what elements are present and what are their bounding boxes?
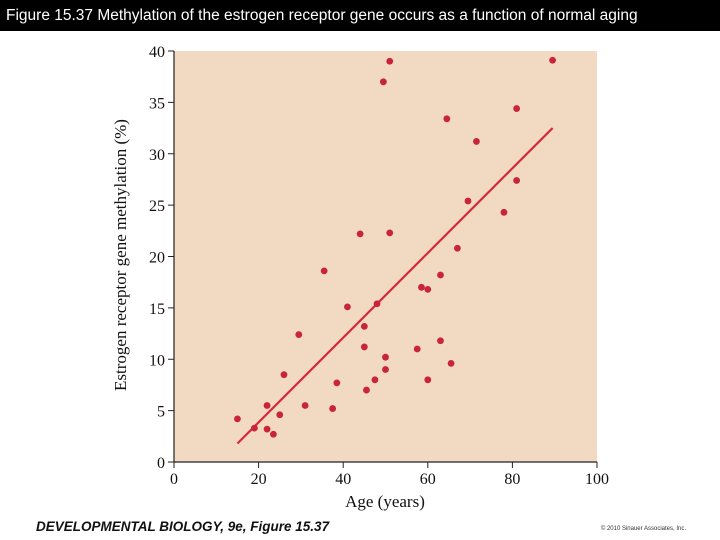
data-point bbox=[418, 283, 425, 291]
data-point bbox=[473, 138, 480, 145]
y-tick-label: 25 bbox=[149, 198, 165, 215]
figure-title: Figure 15.37 Methylation of the estrogen… bbox=[0, 0, 720, 31]
data-point bbox=[320, 267, 328, 275]
data-point bbox=[363, 386, 370, 394]
data-point bbox=[270, 430, 277, 438]
x-tick-label: 100 bbox=[585, 471, 609, 488]
data-point bbox=[280, 371, 288, 379]
y-tick-label: 0 bbox=[157, 455, 165, 472]
data-point bbox=[360, 343, 368, 351]
data-point bbox=[386, 229, 394, 237]
data-point bbox=[329, 405, 337, 412]
data-point bbox=[464, 197, 472, 205]
data-point bbox=[379, 78, 387, 86]
y-tick-label: 15 bbox=[149, 301, 165, 318]
x-tick-label: 60 bbox=[420, 471, 436, 488]
data-point bbox=[447, 359, 455, 367]
book-credit: DEVELOPMENTAL BIOLOGY, 9e, Figure 15.37 bbox=[36, 519, 330, 534]
data-point bbox=[437, 337, 444, 345]
data-point bbox=[250, 424, 258, 432]
data-point bbox=[513, 177, 521, 184]
x-axis-label: Age (years) bbox=[345, 492, 425, 511]
data-point bbox=[382, 353, 389, 361]
data-point bbox=[263, 402, 271, 409]
regression-line bbox=[236, 127, 554, 445]
x-tick-label: 20 bbox=[251, 471, 267, 488]
data-point bbox=[344, 303, 351, 311]
data-point bbox=[295, 331, 303, 338]
data-point bbox=[437, 271, 444, 279]
scatter-chart: 0 5 10 15 20 25 30 35 40 0 20 40 60 80 100 Age (years)… bbox=[111, 44, 609, 511]
y-tick-label: 5 bbox=[157, 404, 165, 421]
data-point bbox=[276, 411, 284, 419]
data-point bbox=[263, 425, 271, 433]
data-point bbox=[424, 285, 432, 293]
copyright-notice: © 2010 Sinauer Associates, Inc. bbox=[600, 526, 686, 532]
data-point bbox=[301, 402, 309, 409]
data-point bbox=[333, 379, 341, 387]
data-point bbox=[373, 300, 381, 308]
x-tick-label: 0 bbox=[170, 471, 178, 488]
y-tick-label: 10 bbox=[149, 352, 165, 369]
axes: 0 5 10 15 20 25 30 35 40 0 20 40 60 80 100 bbox=[149, 44, 609, 488]
data-point bbox=[234, 415, 241, 423]
data-point bbox=[382, 366, 389, 373]
y-tick-label: 40 bbox=[149, 44, 165, 61]
y-tick-label: 30 bbox=[149, 147, 165, 164]
data-point bbox=[549, 56, 556, 64]
y-tick-label: 20 bbox=[149, 250, 165, 267]
data-point bbox=[371, 376, 379, 384]
data-point bbox=[443, 115, 451, 123]
data-point bbox=[500, 208, 508, 216]
x-tick-label: 40 bbox=[335, 471, 351, 488]
data-marks bbox=[234, 56, 556, 445]
y-tick-label: 35 bbox=[149, 95, 165, 112]
data-point bbox=[360, 322, 368, 330]
data-point bbox=[413, 345, 421, 353]
data-point bbox=[454, 244, 461, 252]
data-point bbox=[513, 105, 521, 112]
plot-background bbox=[174, 51, 597, 462]
data-point bbox=[386, 57, 394, 65]
x-tick-label: 80 bbox=[504, 471, 520, 488]
data-point bbox=[424, 376, 432, 384]
y-axis-label: Estrogen receptor gene methylation (%) bbox=[111, 119, 130, 391]
plot-area bbox=[174, 51, 597, 462]
data-point bbox=[356, 230, 364, 238]
